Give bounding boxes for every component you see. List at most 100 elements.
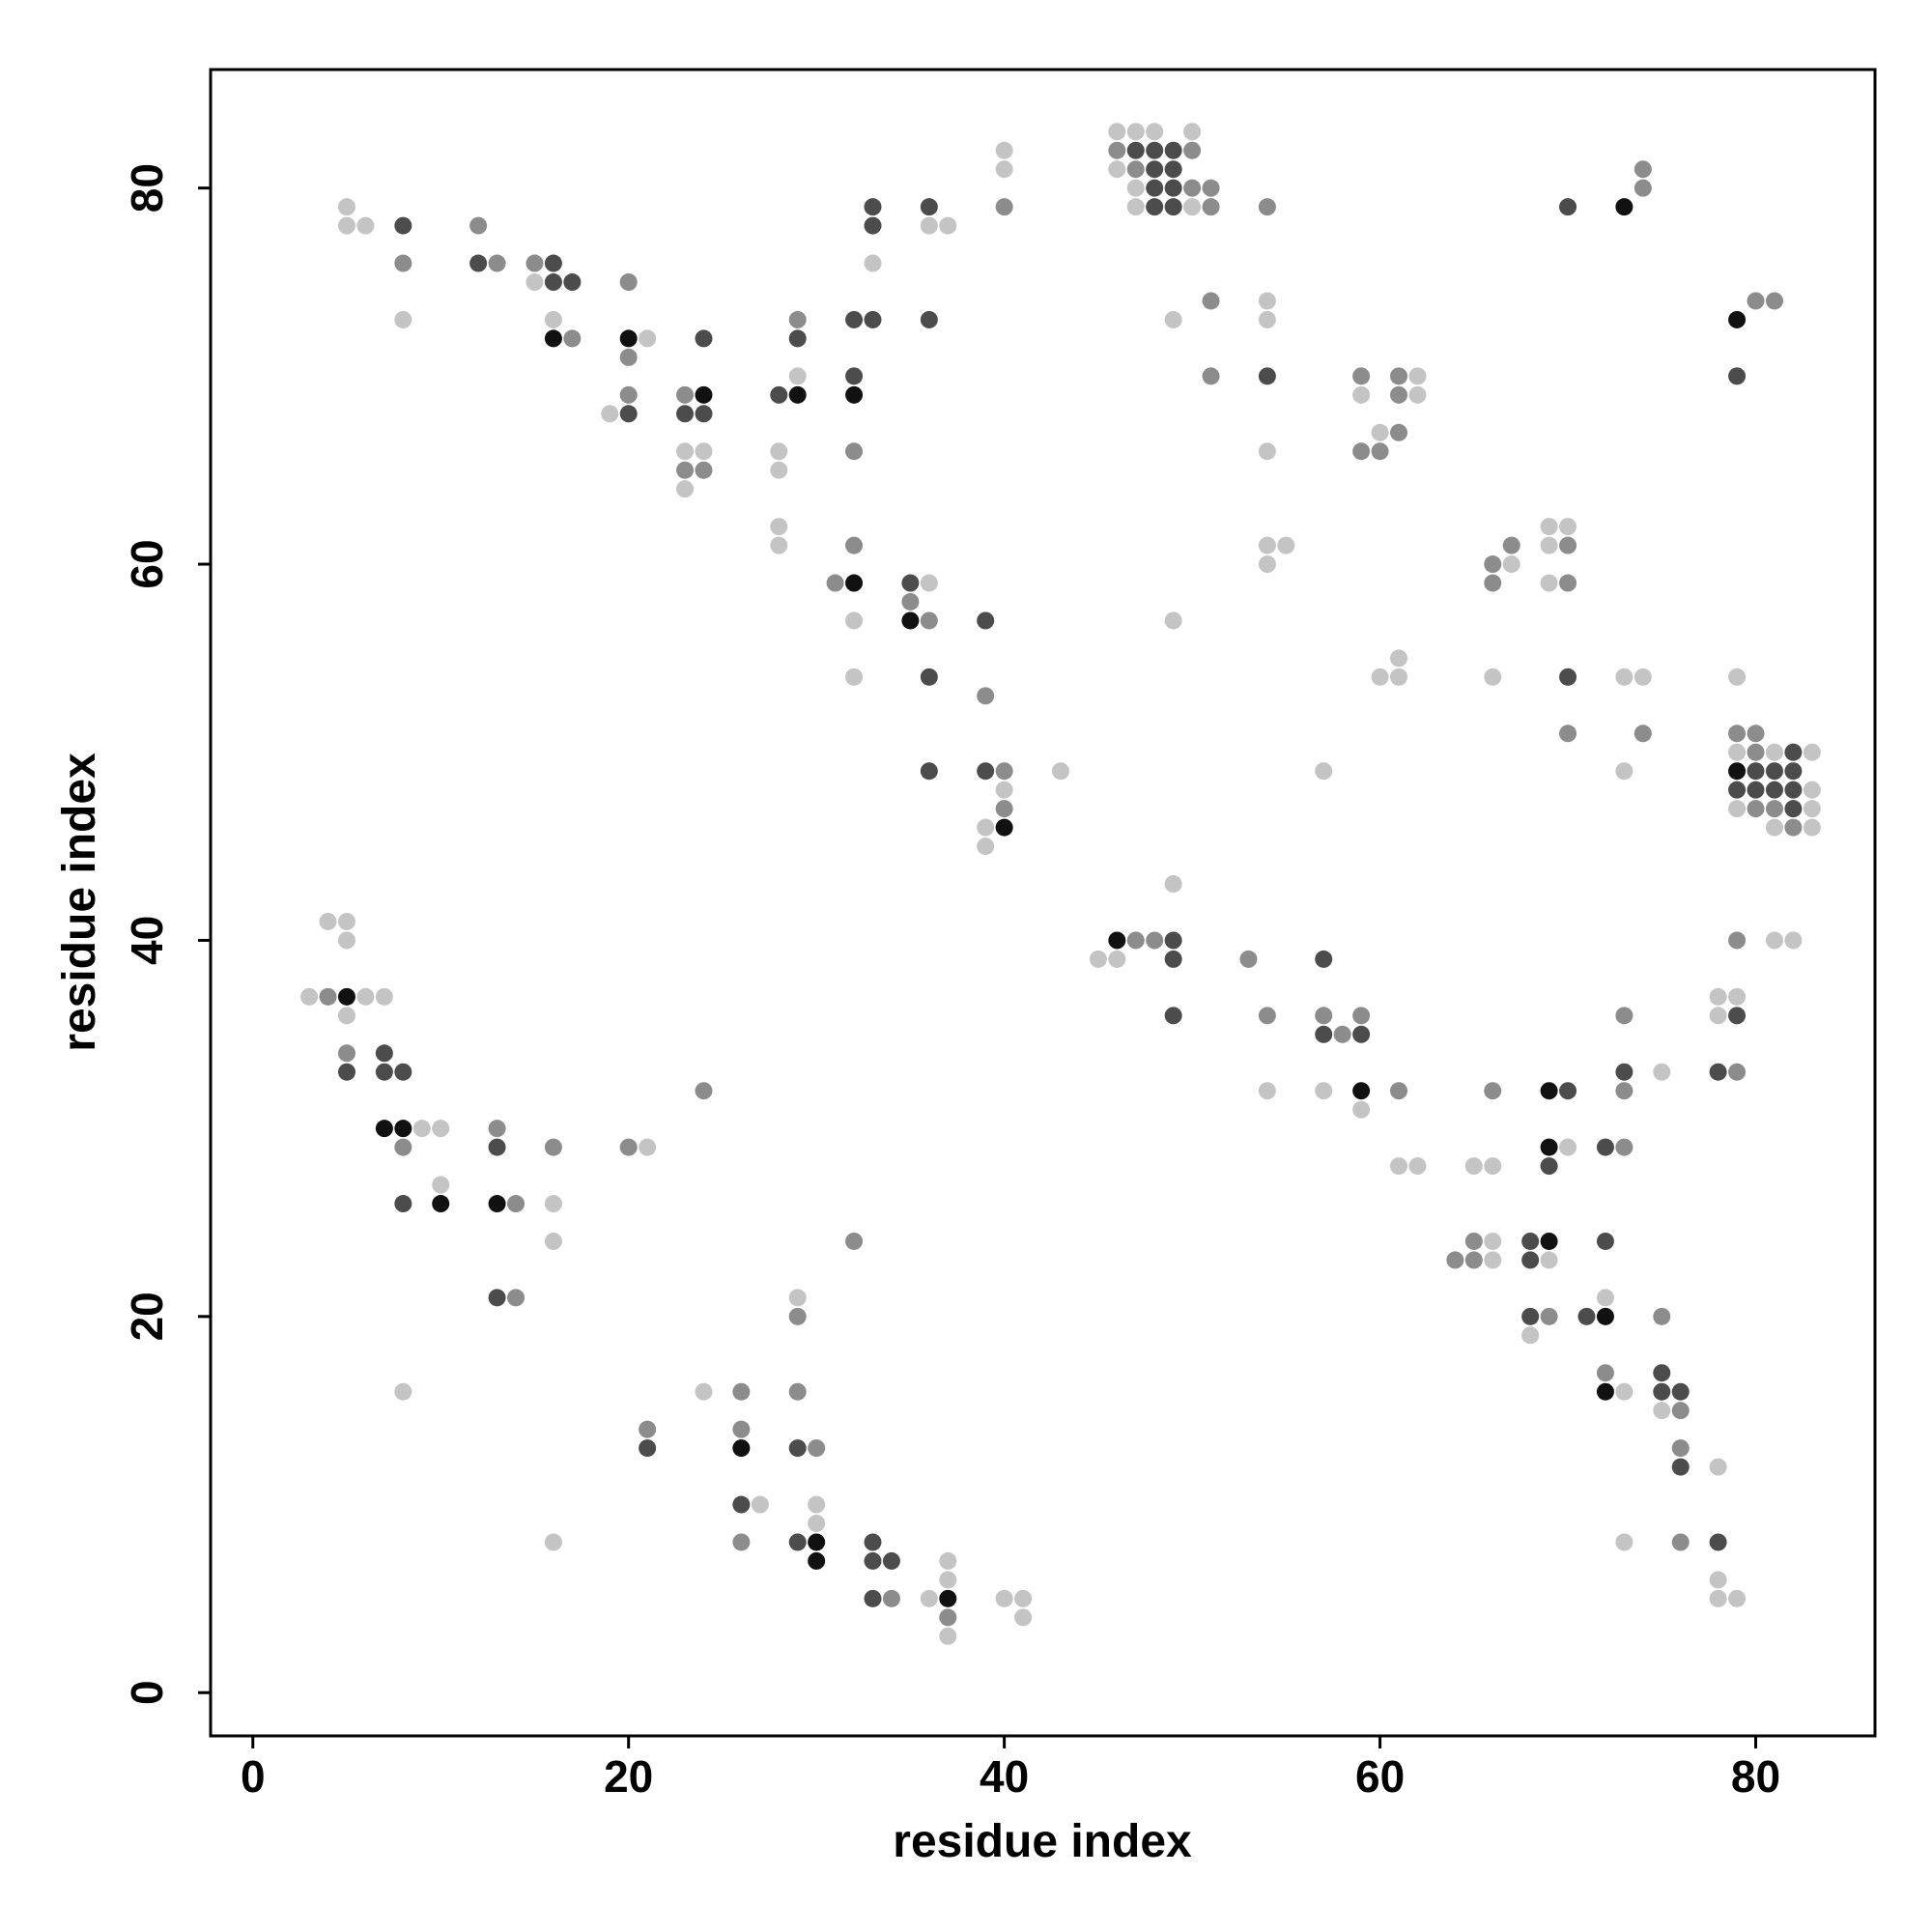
contact-point bbox=[1202, 292, 1220, 310]
contact-point bbox=[639, 1138, 657, 1156]
contact-point bbox=[1728, 743, 1747, 761]
contact-point bbox=[1728, 762, 1747, 781]
contact-point bbox=[1540, 1138, 1558, 1156]
contact-point bbox=[1559, 1138, 1577, 1156]
contact-point bbox=[432, 1120, 450, 1138]
contact-point bbox=[695, 442, 713, 461]
contact-point bbox=[375, 1044, 393, 1063]
contact-point bbox=[1521, 1307, 1540, 1325]
contact-point bbox=[1709, 1571, 1727, 1589]
contact-point bbox=[1126, 141, 1145, 159]
contact-point bbox=[676, 461, 695, 479]
contact-point bbox=[1709, 1063, 1727, 1081]
contact-point bbox=[1747, 724, 1765, 743]
contact-point bbox=[1183, 141, 1202, 159]
contact-point bbox=[1239, 950, 1258, 968]
contact-point bbox=[394, 1195, 412, 1213]
contact-point bbox=[995, 800, 1013, 818]
contact-point bbox=[1540, 1307, 1558, 1325]
contact-point bbox=[639, 1420, 657, 1438]
contact-point bbox=[1352, 1100, 1371, 1119]
contact-point bbox=[864, 254, 882, 272]
contact-point bbox=[1765, 800, 1783, 818]
contact-point bbox=[544, 310, 562, 328]
contact-point bbox=[1108, 160, 1126, 179]
contact-point bbox=[1390, 649, 1408, 668]
contact-point bbox=[695, 385, 713, 404]
contact-point bbox=[788, 1439, 807, 1458]
contact-point bbox=[1728, 1007, 1747, 1025]
contact-point bbox=[939, 1608, 957, 1627]
contact-point bbox=[639, 1439, 657, 1458]
contact-point bbox=[1634, 724, 1652, 743]
contact-point bbox=[1408, 385, 1427, 404]
contact-point bbox=[1446, 1251, 1464, 1269]
contact-point bbox=[337, 931, 355, 950]
contact-point bbox=[1484, 555, 1502, 574]
contact-point bbox=[1747, 743, 1765, 761]
y-tick-label: 40 bbox=[122, 916, 172, 965]
contact-point bbox=[619, 273, 638, 292]
contact-point bbox=[1126, 198, 1145, 216]
contact-point bbox=[375, 987, 393, 1006]
contact-point bbox=[1709, 1007, 1727, 1025]
contact-point bbox=[544, 273, 562, 292]
contact-point bbox=[1371, 668, 1389, 686]
contact-point bbox=[1126, 160, 1145, 179]
contact-point bbox=[1352, 1082, 1371, 1100]
contact-point bbox=[1315, 1082, 1333, 1100]
contact-point bbox=[995, 818, 1013, 837]
contact-point bbox=[1484, 1157, 1502, 1176]
contact-point bbox=[1521, 1232, 1540, 1250]
contact-point bbox=[808, 1495, 826, 1514]
contact-point bbox=[469, 216, 488, 235]
contact-point bbox=[1183, 198, 1202, 216]
contact-point bbox=[920, 1589, 938, 1607]
contact-point bbox=[1146, 123, 1164, 141]
contact-point bbox=[507, 1289, 526, 1307]
contact-point bbox=[882, 1551, 900, 1570]
contact-point bbox=[488, 254, 506, 272]
contact-point bbox=[808, 1533, 826, 1551]
contact-point bbox=[1108, 141, 1126, 159]
x-axis-title: residue index bbox=[893, 1816, 1192, 1867]
contact-point bbox=[1164, 141, 1182, 159]
contact-point bbox=[1126, 179, 1145, 197]
contact-point bbox=[695, 461, 713, 479]
contact-point bbox=[337, 1007, 355, 1025]
contact-point bbox=[1277, 536, 1295, 554]
contact-point bbox=[1615, 1082, 1634, 1100]
contact-point bbox=[1653, 1402, 1671, 1420]
contact-point bbox=[1596, 1307, 1614, 1325]
contact-point bbox=[695, 405, 713, 423]
contact-point bbox=[845, 367, 864, 385]
contact-point bbox=[1333, 1025, 1351, 1043]
contact-point bbox=[1784, 818, 1803, 837]
contact-point bbox=[544, 329, 562, 348]
contact-point bbox=[920, 198, 938, 216]
contact-point bbox=[1484, 574, 1502, 592]
contact-point bbox=[1146, 179, 1164, 197]
contact-point bbox=[1671, 1402, 1690, 1420]
contact-point bbox=[375, 1063, 393, 1081]
contact-point bbox=[977, 838, 995, 856]
contact-point bbox=[1464, 1157, 1483, 1176]
contact-point bbox=[901, 592, 920, 611]
contact-point bbox=[920, 762, 938, 781]
contact-point bbox=[1596, 1382, 1614, 1401]
y-tick-label: 80 bbox=[122, 163, 172, 213]
contact-point bbox=[770, 385, 788, 404]
contact-point bbox=[1765, 781, 1783, 799]
contact-point bbox=[337, 216, 355, 235]
contact-point bbox=[1728, 1589, 1747, 1607]
contact-point bbox=[1728, 800, 1747, 818]
y-tick-label: 20 bbox=[122, 1292, 172, 1341]
contact-point bbox=[1615, 762, 1634, 781]
contact-point bbox=[770, 536, 788, 554]
contact-point bbox=[1747, 781, 1765, 799]
contact-point bbox=[1164, 875, 1182, 894]
contact-point bbox=[1258, 367, 1276, 385]
contact-point bbox=[1653, 1307, 1671, 1325]
contact-point bbox=[1146, 141, 1164, 159]
contact-point bbox=[676, 385, 695, 404]
